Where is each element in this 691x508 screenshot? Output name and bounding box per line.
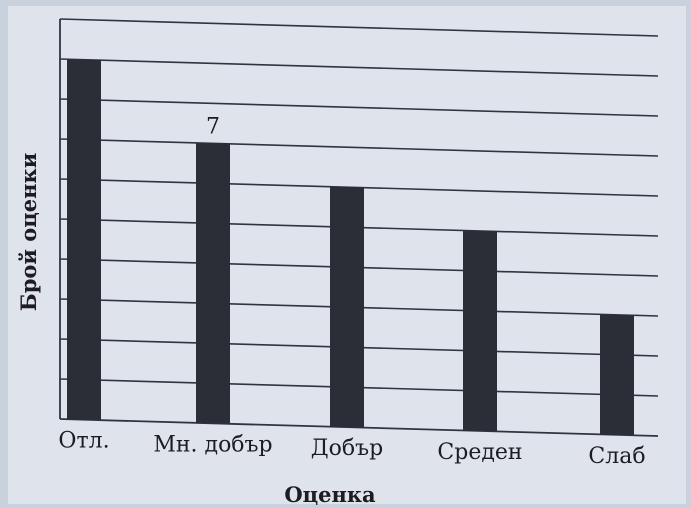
axes xyxy=(59,19,659,437)
x-axis-line xyxy=(59,418,659,437)
gridline xyxy=(59,18,659,37)
gridline xyxy=(59,138,659,157)
x-tick-labels: Отл. Мн. добър Добър Среден Слаб xyxy=(58,429,645,469)
bar-2 xyxy=(330,187,364,428)
bar-1 xyxy=(196,143,230,424)
data-labels: 7 xyxy=(206,114,220,139)
gridline xyxy=(59,98,659,117)
bar-3 xyxy=(463,230,497,431)
y-axis-title: Брой оценки xyxy=(16,153,41,312)
x-tick-label: Среден xyxy=(437,440,522,465)
x-tick-label: Добър xyxy=(311,436,383,461)
gridline xyxy=(59,58,659,77)
x-axis-title: Оценка xyxy=(284,482,376,507)
bars xyxy=(67,59,634,435)
bar-0 xyxy=(67,59,101,420)
x-tick-label: Мн. добър xyxy=(153,432,272,457)
x-tick-label: Отл. xyxy=(58,429,109,454)
bar-value-label: 7 xyxy=(206,114,220,139)
bar-4 xyxy=(600,314,634,435)
x-tick-label: Слаб xyxy=(588,444,645,469)
